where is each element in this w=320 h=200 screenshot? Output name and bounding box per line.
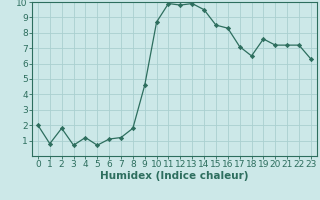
X-axis label: Humidex (Indice chaleur): Humidex (Indice chaleur) xyxy=(100,171,249,181)
